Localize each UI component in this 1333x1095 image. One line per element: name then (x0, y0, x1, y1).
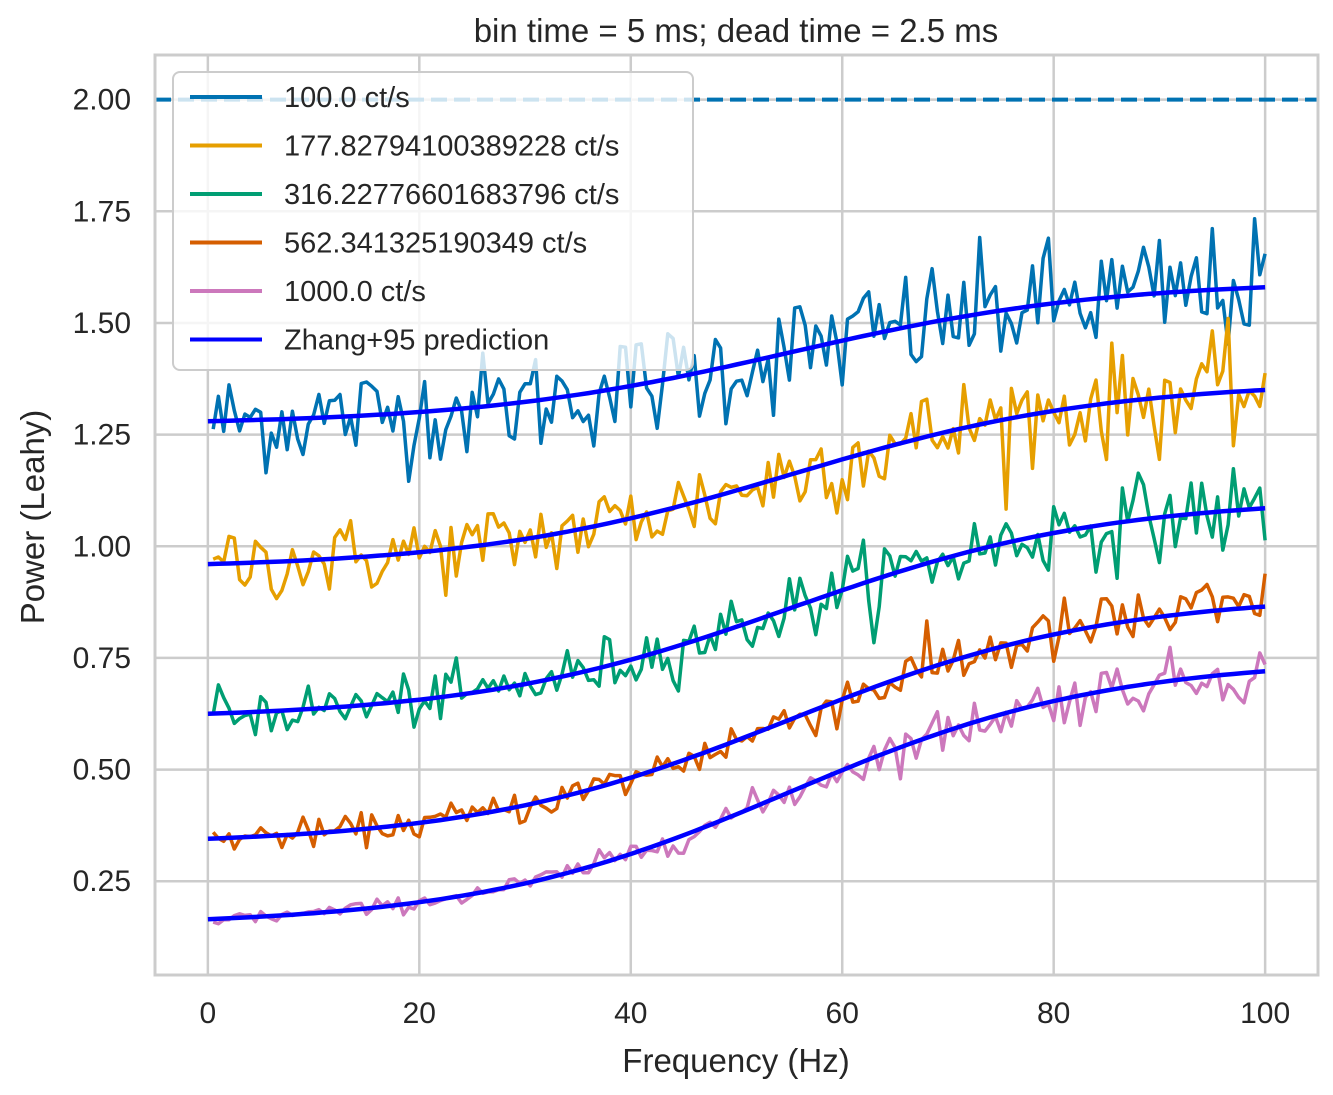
legend-label: 562.341325190349 ct/s (284, 228, 587, 260)
legend-label: 1000.0 ct/s (284, 276, 426, 308)
y-axis-label: Power (Leahy) (14, 410, 51, 625)
x-tick-label: 40 (614, 997, 647, 1030)
y-tick-label: 1.00 (73, 530, 131, 563)
y-tick-labels: 0.25 0.50 0.75 1.00 1.25 1.50 1.75 2.00 (73, 84, 131, 899)
x-tick-label: 100 (1240, 997, 1290, 1030)
legend-label: Zhang+95 prediction (284, 325, 549, 357)
chart-title: bin time = 5 ms; dead time = 2.5 ms (474, 12, 999, 49)
series-group (207, 216, 1267, 926)
prediction-line (207, 604, 1266, 842)
y-tick-label: 0.25 (73, 865, 131, 898)
legend-label: 316.22776601683796 ct/s (284, 179, 619, 211)
y-tick-label: 1.50 (73, 307, 131, 340)
legend-label: 177.82794100389228 ct/s (284, 131, 619, 163)
legend: 100.0 ct/s 177.82794100389228 ct/s 316.227… (172, 71, 694, 371)
y-tick-label: 0.50 (73, 754, 131, 787)
x-axis-label: Frequency (Hz) (622, 1042, 849, 1079)
legend-box (172, 71, 694, 371)
y-tick-label: 2.00 (73, 84, 131, 117)
prediction-line (207, 506, 1266, 716)
x-tick-labels: 0 20 40 60 80 100 (200, 997, 1291, 1030)
y-tick-label: 0.75 (73, 642, 131, 675)
series-line (211, 216, 1267, 484)
prediction-line (207, 387, 1266, 567)
plot-frame (153, 53, 1320, 977)
x-tick-label: 80 (1037, 997, 1070, 1030)
x-tick-label: 20 (403, 997, 436, 1030)
y-tick-label: 1.75 (73, 195, 131, 228)
x-tick-label: 0 (200, 997, 217, 1030)
prediction-line (207, 669, 1266, 922)
prediction-line (207, 284, 1266, 424)
x-tick-label: 60 (826, 997, 859, 1030)
legend-label: 100.0 ct/s (284, 82, 410, 114)
y-tick-label: 1.25 (73, 419, 131, 452)
